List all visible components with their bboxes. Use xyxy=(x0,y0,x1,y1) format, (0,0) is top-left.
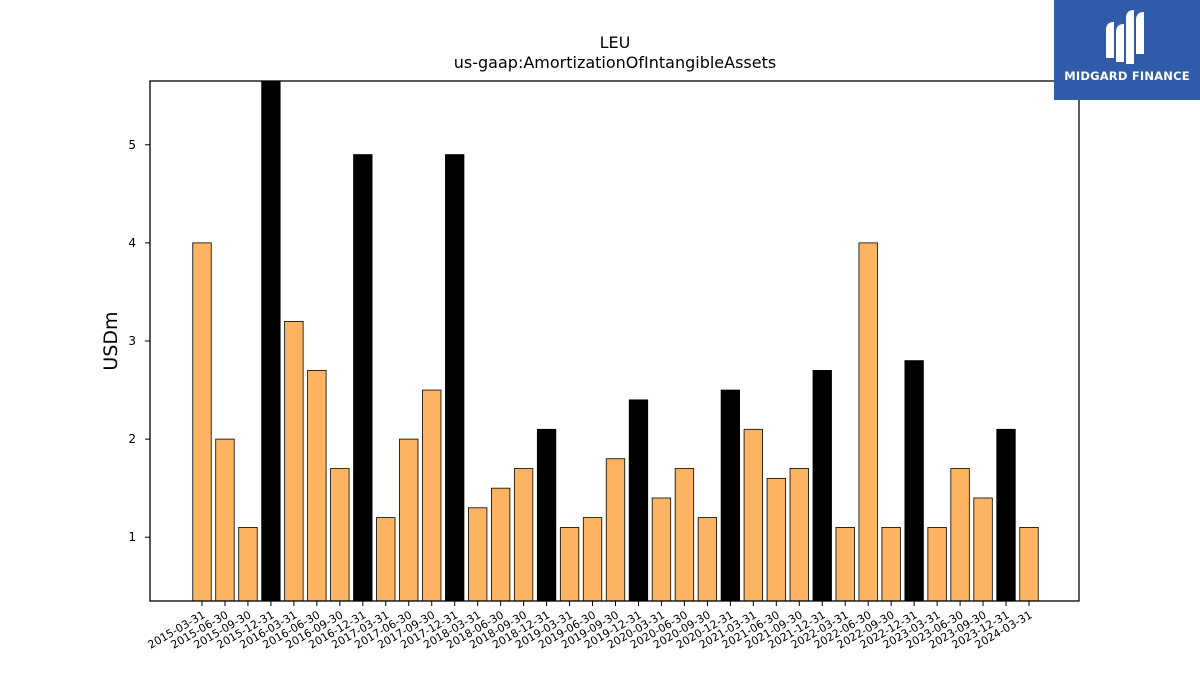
plot-frame xyxy=(149,80,1080,602)
bar-2021-09-30 xyxy=(789,468,809,602)
x-axis: 2015-03-312015-06-302015-09-302015-12-31… xyxy=(146,601,1035,652)
bar-2023-09-30 xyxy=(973,497,993,602)
y-tick-label: 1 xyxy=(128,530,136,544)
bar-2019-06-30 xyxy=(582,517,603,602)
y-axis: 1 2 3 4 5 xyxy=(128,138,150,544)
bar-2022-03-31 xyxy=(835,527,855,602)
bar-2024-03-31 xyxy=(1019,527,1039,602)
bar-2017-03-31 xyxy=(376,517,396,602)
bar-2020-12-31 xyxy=(720,389,741,602)
bar-2018-09-30 xyxy=(513,468,534,602)
bar-2015-06-30 xyxy=(215,438,235,602)
y-tick-label: 3 xyxy=(128,334,136,348)
bar-2020-06-30 xyxy=(674,468,695,602)
bar-2021-03-31 xyxy=(743,428,763,602)
logo-text: MIDGARD FINANCE xyxy=(1064,69,1190,83)
bar-2016-12-31 xyxy=(353,154,373,602)
bar-2015-09-30 xyxy=(238,527,258,602)
bar-2021-12-31 xyxy=(812,370,832,602)
bar-2019-09-30 xyxy=(605,458,626,602)
y-tick-label: 5 xyxy=(128,138,136,152)
bar-2019-12-31 xyxy=(628,399,649,602)
bar-2019-03-31 xyxy=(559,527,580,602)
bar-2017-09-30 xyxy=(422,389,442,602)
bar-2017-12-31 xyxy=(445,154,465,602)
y-tick-label: 4 xyxy=(128,236,136,250)
bar-2015-12-31 xyxy=(261,80,281,602)
bar-2018-03-31 xyxy=(468,507,488,602)
bar-2022-09-30 xyxy=(881,527,901,602)
bar-2020-03-31 xyxy=(651,497,672,602)
bar-2023-06-30 xyxy=(950,468,970,602)
bar-2021-06-30 xyxy=(766,477,786,602)
bars-layer xyxy=(192,80,1039,602)
y-tick-label: 2 xyxy=(128,432,136,446)
chart-subtitle: us-gaap:AmortizationOfIntangibleAssets xyxy=(454,53,776,72)
bar-2016-06-30 xyxy=(307,370,327,602)
bar-2017-06-30 xyxy=(399,438,419,602)
bar-2018-06-30 xyxy=(490,487,511,602)
bar-2023-03-31 xyxy=(927,527,947,602)
brand-logo: MIDGARD FINANCE xyxy=(1054,0,1200,100)
bar-2015-03-31 xyxy=(192,242,212,602)
bar-2016-09-30 xyxy=(330,468,350,602)
bar-2022-06-30 xyxy=(858,242,878,602)
chart-title: LEU xyxy=(600,33,631,52)
bar-2016-03-31 xyxy=(284,320,304,602)
logo-mark-icon xyxy=(1106,10,1144,64)
y-axis-label: USDm xyxy=(100,311,122,370)
bar-2018-12-31 xyxy=(536,428,557,602)
bar-2020-09-30 xyxy=(697,517,718,602)
bar-2023-12-31 xyxy=(996,428,1016,602)
bar-2022-12-31 xyxy=(904,360,924,602)
